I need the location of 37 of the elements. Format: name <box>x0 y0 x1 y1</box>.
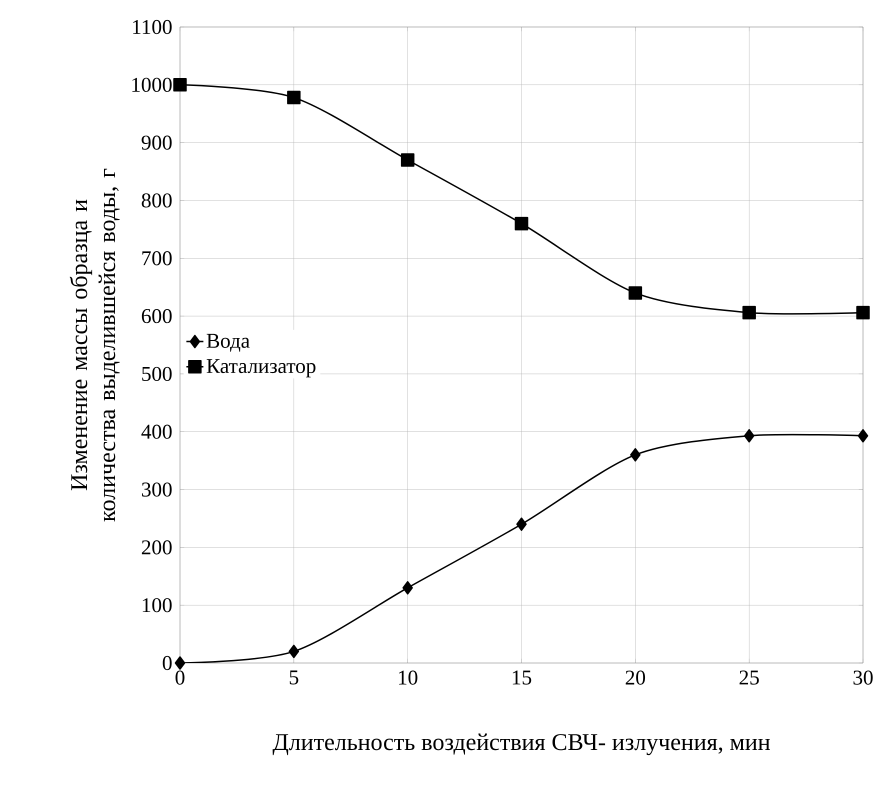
y-tick-label: 800 <box>142 193 172 208</box>
y-tick-label: 100 <box>142 598 172 612</box>
legend-label: Катализатор <box>206 359 316 378</box>
x-tick-label: 30 <box>854 670 873 685</box>
y-tick-label: 700 <box>142 251 172 266</box>
point <box>856 306 870 320</box>
y-axis-title: Изменение массы образца и количества выделившейся воды, г <box>70 168 120 522</box>
legend-label: Вода <box>206 334 250 352</box>
point <box>742 306 756 320</box>
x-axis-title: Длительность воздействия СВЧ- излучения, мин <box>272 734 770 756</box>
point <box>516 517 527 531</box>
y-tick-label: 900 <box>142 136 172 150</box>
y-tick-label: 200 <box>142 540 172 554</box>
point <box>858 429 868 443</box>
point <box>400 153 414 167</box>
point <box>288 644 300 658</box>
y-tick-label: 0 <box>162 656 172 670</box>
y-tick-label: 1000 <box>132 78 172 92</box>
x-tick-label: 20 <box>626 670 646 685</box>
point <box>174 656 186 670</box>
point <box>744 429 754 443</box>
x-tick-label: 5 <box>290 670 298 684</box>
point <box>402 581 413 595</box>
point <box>173 78 187 92</box>
y-tick-label: 400 <box>141 424 172 439</box>
y-tick-label: 500 <box>142 366 172 381</box>
point <box>287 90 301 104</box>
point <box>628 286 642 300</box>
y-tick-label: 300 <box>142 482 172 497</box>
x-tick-label: 10 <box>399 670 418 685</box>
x-tick-label: 15 <box>512 670 532 685</box>
x-tick-label: 0 <box>176 670 184 685</box>
point <box>514 216 528 230</box>
y-tick-label: 1100 <box>133 20 172 34</box>
y-tick-label: 600 <box>142 308 172 324</box>
x-tick-label: 25 <box>740 670 759 685</box>
point <box>630 448 641 462</box>
